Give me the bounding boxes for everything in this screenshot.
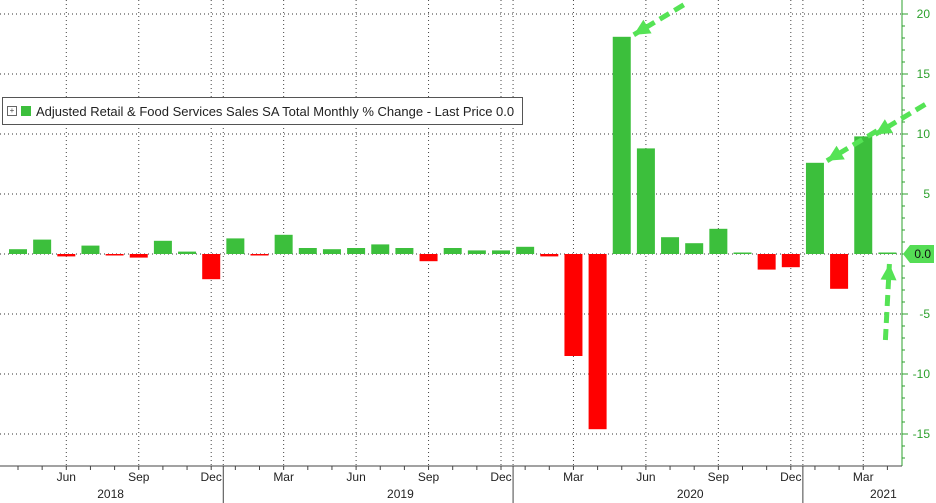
bar-2020-04 — [588, 254, 607, 430]
annotation-arrowhead — [633, 19, 652, 35]
legend-toggle-icon[interactable]: + — [7, 106, 17, 116]
bar-2019-03 — [274, 234, 293, 254]
annotation-arrow — [873, 102, 927, 137]
x-year-label: 2020 — [677, 487, 704, 501]
y-tick-label: 10 — [917, 127, 931, 141]
last-price-marker — [903, 245, 934, 263]
bar-2019-09 — [419, 254, 438, 262]
bar-2019-02 — [250, 254, 269, 256]
bar-2019-08 — [395, 248, 414, 254]
bar-2020-11 — [757, 254, 776, 270]
annotation-arrow — [632, 2, 686, 37]
x-tick-label: Jun — [346, 470, 365, 484]
bar-2021-03 — [854, 136, 873, 254]
bar-2018-12 — [202, 254, 221, 280]
bar-2020-05 — [612, 36, 631, 254]
bar-2020-01 — [516, 246, 535, 254]
bar-2019-06 — [347, 248, 366, 254]
bar-2020-10 — [733, 252, 752, 254]
x-tick-label: Dec — [780, 470, 801, 484]
bar-2018-06 — [57, 254, 76, 257]
x-year-label: 2018 — [97, 487, 124, 501]
bar-2019-04 — [298, 248, 317, 254]
annotation-arrowhead — [880, 264, 897, 281]
bar-2018-11 — [178, 251, 197, 254]
annotation-arrowhead — [875, 119, 894, 135]
bar-2020-12 — [781, 254, 800, 268]
bar-2020-08 — [685, 243, 704, 254]
x-tick-label: Sep — [708, 470, 730, 484]
bar-2019-01 — [226, 238, 245, 254]
bar-2021-01 — [805, 162, 824, 254]
annotation-arrow — [882, 263, 892, 341]
bar-2019-07 — [371, 244, 390, 254]
y-tick-label: -5 — [919, 307, 930, 321]
bar-2018-04 — [9, 249, 27, 254]
x-tick-label: Mar — [853, 470, 874, 484]
chart-legend[interactable]: + Adjusted Retail & Food Services Sales … — [2, 97, 524, 125]
bar-2019-11 — [467, 250, 486, 254]
bar-2018-08 — [105, 254, 124, 256]
x-tick-label: Sep — [418, 470, 440, 484]
x-tick-label: Jun — [57, 470, 76, 484]
bar-2018-10 — [153, 240, 172, 254]
x-tick-label: Mar — [563, 470, 584, 484]
y-tick-label: 15 — [917, 67, 931, 81]
x-tick-label: Dec — [490, 470, 511, 484]
last-price-label: 0.0 — [914, 247, 931, 261]
legend-label: Adjusted Retail & Food Services Sales SA… — [36, 103, 515, 119]
bar-2019-12 — [492, 250, 510, 254]
bar-2019-05 — [322, 249, 341, 254]
x-year-label: 2021 — [870, 487, 897, 501]
bar-2020-06 — [636, 148, 655, 254]
bar-2020-09 — [709, 228, 728, 254]
bar-2018-09 — [129, 254, 148, 258]
bar-2019-10 — [443, 248, 462, 254]
annotation-arrow — [825, 128, 879, 163]
y-tick-label: -10 — [913, 367, 931, 381]
y-tick-label: -15 — [913, 427, 931, 441]
x-tick-label: Dec — [201, 470, 222, 484]
x-tick-label: Sep — [128, 470, 150, 484]
bar-2018-07 — [81, 245, 100, 254]
x-year-label: 2019 — [387, 487, 414, 501]
bar-2020-03 — [564, 254, 583, 356]
x-tick-label: Jun — [636, 470, 655, 484]
bar-2020-07 — [661, 237, 680, 254]
bar-2021-02 — [830, 254, 849, 289]
annotation-arrowhead — [826, 145, 845, 161]
y-tick-label: 5 — [923, 187, 930, 201]
y-tick-label: 20 — [917, 7, 931, 21]
legend-swatch — [21, 106, 31, 116]
bar-2021-04 — [878, 252, 897, 254]
bar-2018-05 — [33, 239, 52, 254]
x-tick-label: Mar — [273, 470, 294, 484]
bar-2020-02 — [540, 254, 559, 257]
